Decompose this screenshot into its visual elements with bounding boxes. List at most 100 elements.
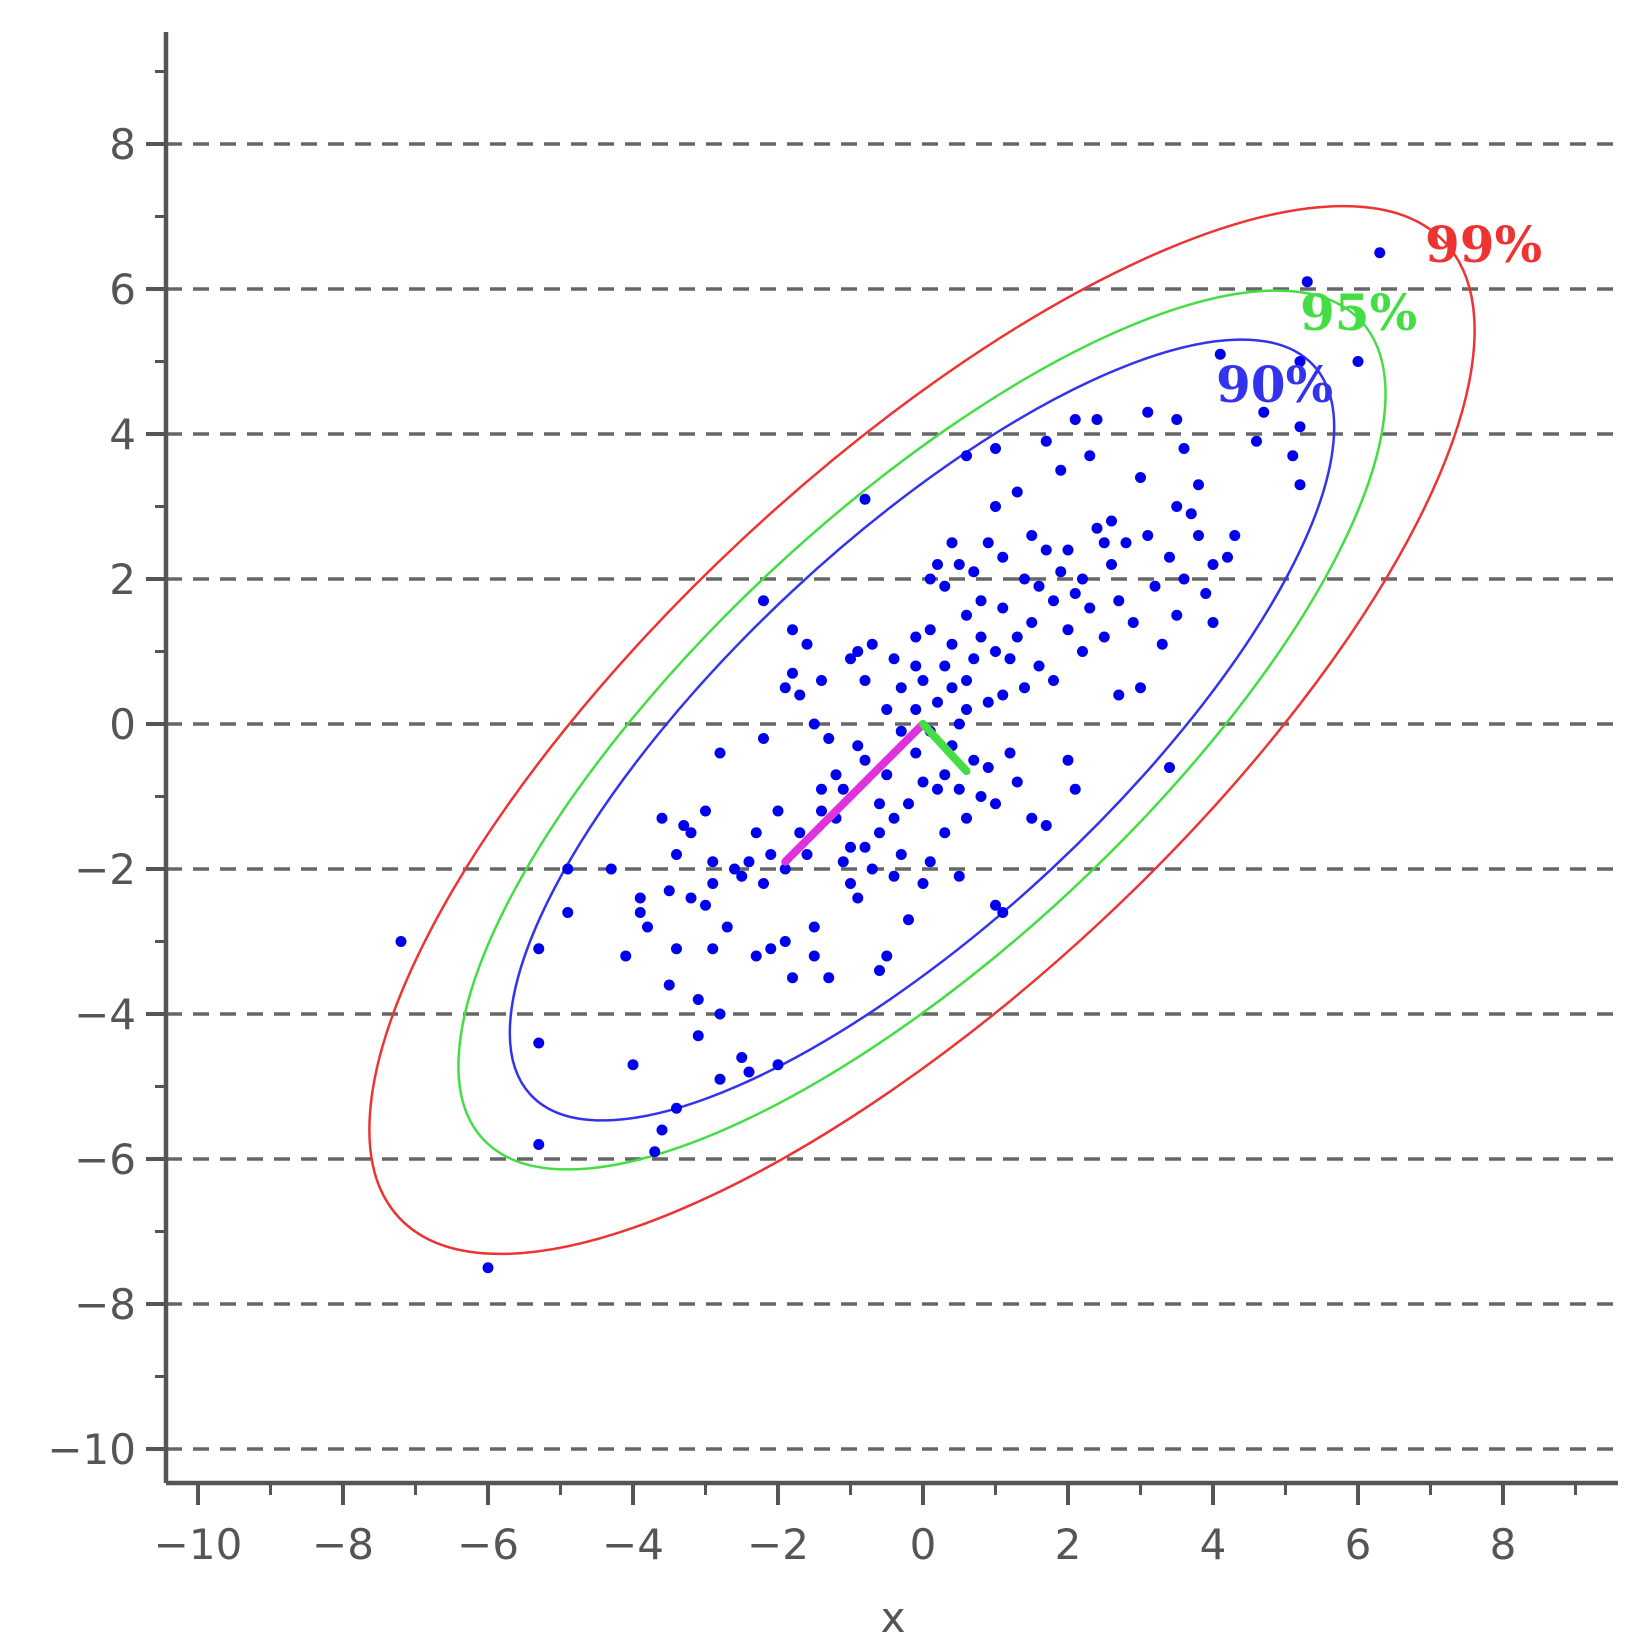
data-point <box>990 899 1001 911</box>
data-point <box>1229 530 1241 541</box>
data-point <box>1062 544 1074 556</box>
data-point <box>1214 348 1226 360</box>
data-point <box>917 776 929 788</box>
data-point <box>758 878 769 889</box>
data-point <box>1258 406 1270 418</box>
data-point <box>700 899 711 911</box>
data-point <box>1004 747 1016 759</box>
y-tick-label: 6 <box>109 265 136 314</box>
data-point <box>953 870 965 882</box>
data-point <box>982 762 994 773</box>
principal-axis-vector <box>919 720 971 776</box>
data-point <box>932 783 943 795</box>
data-point <box>1374 247 1386 259</box>
data-point <box>997 907 1009 918</box>
data-point <box>1251 435 1262 447</box>
data-point <box>961 812 972 824</box>
ellipse-99-pct <box>368 204 1476 1256</box>
data-point <box>939 580 951 592</box>
data-point <box>953 783 965 795</box>
data-point <box>663 979 675 991</box>
y-tick-label: 4 <box>109 410 136 459</box>
data-point <box>910 660 922 672</box>
data-point <box>1048 595 1059 607</box>
data-point <box>961 704 972 715</box>
data-point <box>968 754 980 766</box>
data-point <box>1171 414 1183 425</box>
data-point <box>533 1139 545 1150</box>
data-point <box>946 537 958 549</box>
data-point <box>990 501 1001 512</box>
data-point <box>968 653 980 665</box>
data-point <box>946 638 958 650</box>
data-point <box>1156 638 1168 650</box>
x-axis-title: x <box>881 1593 906 1642</box>
data-point <box>808 718 820 730</box>
data-point <box>1033 660 1045 672</box>
data-point <box>1026 812 1038 824</box>
ellipse-labels: 90% 95%99% <box>1216 215 1542 414</box>
data-point <box>1069 783 1081 795</box>
data-point <box>953 718 965 730</box>
data-point <box>634 892 646 904</box>
data-point <box>1142 406 1154 418</box>
data-point <box>881 704 893 715</box>
data-point <box>895 682 907 694</box>
data-point <box>1077 573 1088 585</box>
data-point <box>671 1102 682 1114</box>
data-point <box>1294 421 1306 433</box>
data-point <box>794 827 806 839</box>
data-point <box>845 841 856 853</box>
data-point <box>1040 820 1052 831</box>
data-point <box>1120 537 1132 549</box>
data-point <box>1091 522 1103 534</box>
data-point <box>794 689 806 701</box>
data-point <box>910 631 922 643</box>
data-point <box>1294 356 1306 367</box>
data-point <box>874 965 885 976</box>
data-point <box>816 805 827 817</box>
y-tick-label: 8 <box>109 120 136 169</box>
data-point <box>1048 675 1059 686</box>
data-point <box>779 682 791 694</box>
data-point <box>859 675 871 686</box>
data-point <box>1091 414 1103 425</box>
x-tick-label: −8 <box>312 1520 374 1569</box>
data-point <box>895 849 907 860</box>
data-point <box>1062 754 1074 766</box>
data-point <box>997 602 1009 614</box>
data-point <box>1069 588 1081 599</box>
data-point <box>1149 580 1161 592</box>
y-tick-label: −10 <box>47 1425 136 1474</box>
data-point <box>1011 776 1023 788</box>
data-point <box>779 863 791 875</box>
x-tick-label: −4 <box>602 1520 664 1569</box>
data-point <box>924 573 936 585</box>
data-point <box>714 747 726 759</box>
data-point <box>1178 443 1190 454</box>
data-point <box>946 682 958 694</box>
data-point <box>1164 551 1175 563</box>
data-point <box>961 450 972 462</box>
ellipse-label-95-pct: 95% <box>1300 283 1417 342</box>
principal-axis-vector <box>781 720 927 866</box>
data-point <box>903 914 914 926</box>
data-point <box>1019 573 1030 585</box>
data-point <box>874 827 885 839</box>
data-point <box>982 696 994 708</box>
ellipse-90-pct <box>508 338 1336 1122</box>
data-point <box>663 885 675 897</box>
data-point <box>692 1030 704 1042</box>
data-point <box>888 653 900 665</box>
data-point <box>627 1059 639 1071</box>
data-point <box>859 841 871 853</box>
data-point <box>1055 464 1067 476</box>
data-point <box>932 696 943 708</box>
data-point <box>997 689 1009 701</box>
data-point <box>961 609 972 621</box>
data-point <box>874 798 885 810</box>
data-point <box>801 638 813 650</box>
x-tick-label: −2 <box>747 1520 809 1569</box>
data-point <box>1193 530 1204 541</box>
